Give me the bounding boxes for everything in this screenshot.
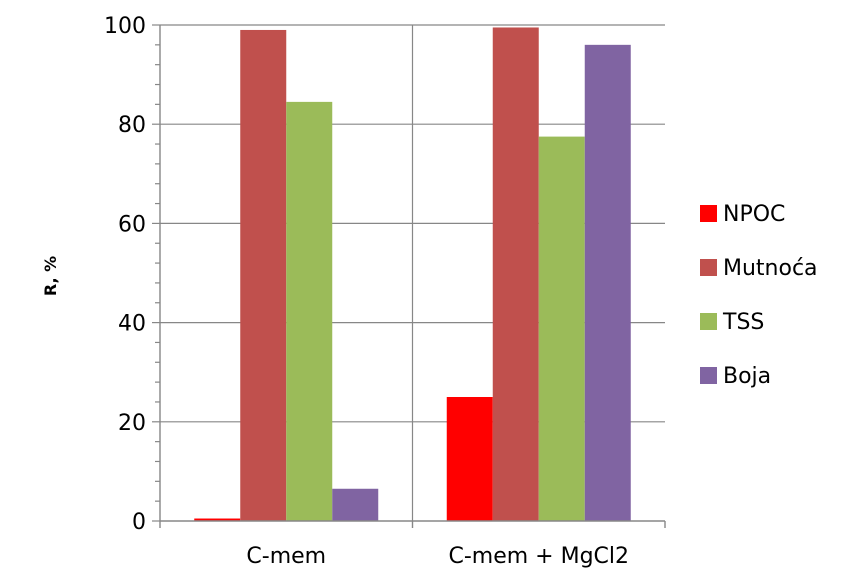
y-tick-label: 0: [132, 510, 146, 535]
legend: NPOC Mutnoća TSS Boja: [700, 202, 818, 389]
legend-swatch: [700, 205, 717, 222]
axes-group: [159, 25, 666, 528]
legend-swatch: [700, 367, 717, 384]
category-label: C-mem + MgCl2: [448, 544, 629, 569]
y-tick-label: 80: [118, 113, 146, 138]
category-labels-group: C-mem C-mem + MgCl2: [246, 544, 629, 569]
legend-label: Boja: [723, 364, 771, 389]
legend-swatch: [700, 313, 717, 330]
y-tick-label: 40: [118, 312, 146, 337]
bar-boja-1: [332, 488, 379, 521]
bar-npoc-1: [194, 518, 241, 521]
bars-group: [194, 27, 631, 522]
bar-tss-2: [538, 136, 585, 521]
bar-boja-2: [584, 44, 631, 522]
bar-mutno-a-2: [492, 27, 539, 521]
category-label: C-mem: [246, 544, 326, 569]
y-tick-label: 100: [104, 14, 146, 39]
bar-mutno-a-1: [240, 29, 287, 522]
y-ticks-group: 0 20 40 60 80 100: [104, 14, 160, 535]
y-tick-label: 60: [118, 212, 146, 237]
y-axis-label: R, %: [41, 256, 60, 296]
legend-label: NPOC: [723, 202, 785, 227]
legend-swatch: [700, 259, 717, 276]
bar-tss-1: [286, 101, 333, 521]
y-tick-label: 20: [118, 411, 146, 436]
legend-label: TSS: [722, 310, 764, 335]
bar-npoc-2: [446, 397, 493, 521]
legend-label: Mutnoća: [723, 256, 818, 281]
